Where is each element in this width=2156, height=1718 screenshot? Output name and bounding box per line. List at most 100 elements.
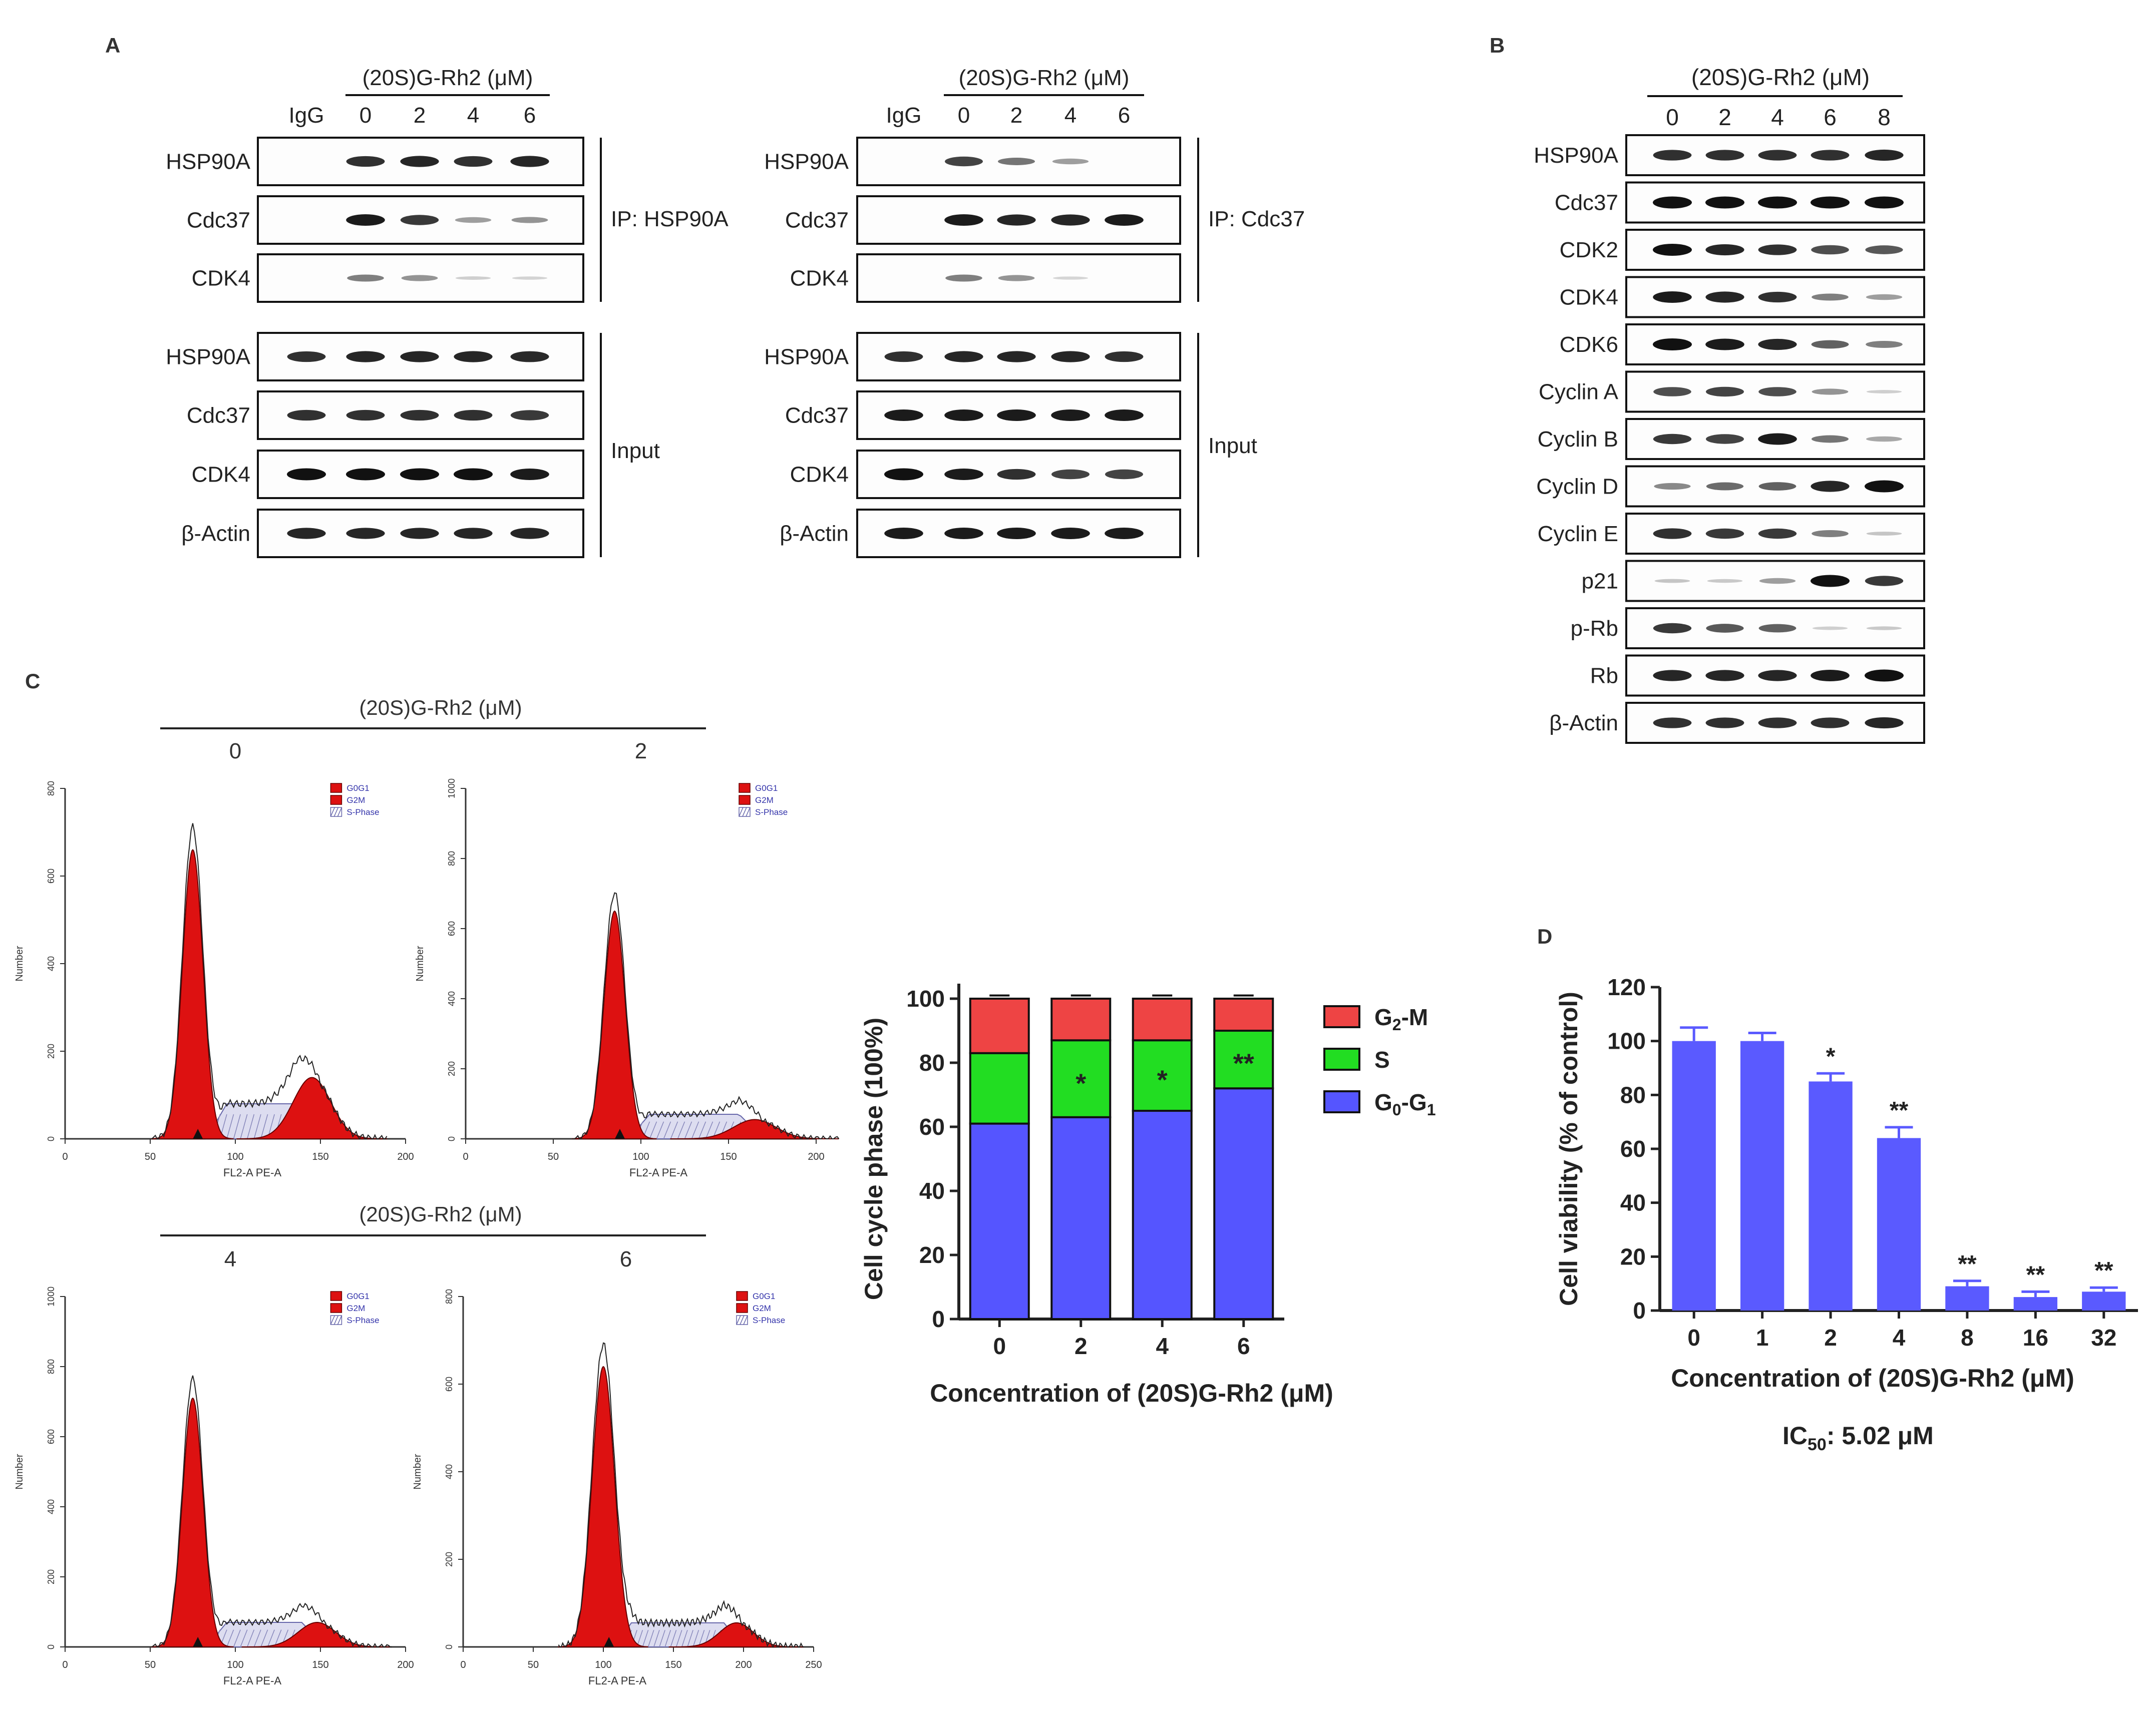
x-tick-label: 4 <box>1156 1333 1169 1359</box>
y-axis-label: Cell viability (% of control) <box>1555 992 1583 1306</box>
band-actin-0 <box>1653 717 1692 728</box>
s-phase-hatch <box>675 1630 682 1647</box>
x-tick-label: 2 <box>1824 1325 1837 1351</box>
legend-text-part: -M <box>1401 1004 1428 1030</box>
lane-label-2: 2 <box>1718 104 1731 130</box>
lane-label-2: 2 <box>414 103 426 128</box>
s-phase-hatch <box>670 1630 677 1647</box>
x-tick-label: 100 <box>227 1659 243 1670</box>
y-tick-label: 600 <box>46 869 56 884</box>
ic50-label: IC50: 5.02 μM <box>1782 1422 1934 1454</box>
y-tick-label: 60 <box>1620 1136 1646 1162</box>
band-cdk4-1 <box>1705 291 1744 303</box>
s-phase-hatch <box>663 1121 671 1139</box>
x-axis-label: FL2-A PE-A <box>223 1674 281 1687</box>
band-cdk4-4 <box>510 468 549 481</box>
band-cdk4-0 <box>1653 291 1692 303</box>
legend-label-s: S <box>1374 1047 1390 1073</box>
band-cdc37-3 <box>454 409 493 421</box>
s-phase-hatch <box>684 1121 692 1139</box>
x-tick-label: 2 <box>1074 1333 1088 1359</box>
band-hsp90a-3 <box>1811 150 1850 161</box>
peak-marker-icon <box>615 1129 625 1139</box>
band-cdk2-2 <box>1758 244 1797 255</box>
s-phase-hatch <box>240 1629 248 1647</box>
bar-8 <box>1945 1286 1989 1311</box>
band-cyclin-e-1 <box>1705 528 1744 539</box>
blot-label-cdc37: Cdc37 <box>187 403 250 428</box>
significance-marker: ** <box>2094 1257 2113 1284</box>
band-cdk4-4 <box>1105 469 1143 480</box>
band-cyclin-e-0 <box>1653 528 1692 539</box>
band-cyclin-b-1 <box>1706 434 1744 444</box>
legend-text-part: S <box>1374 1047 1390 1073</box>
band-cdk4-1 <box>944 468 983 481</box>
y-axis-label: Number <box>412 1454 423 1489</box>
histogram-envelope <box>572 892 840 1140</box>
x-tick-label: 16 <box>2023 1325 2048 1351</box>
legend-hatch <box>742 807 747 817</box>
band-actin-3 <box>1051 527 1090 540</box>
bar-g0-g1-4 <box>1132 1110 1193 1320</box>
s-phase-hatch <box>240 1114 248 1139</box>
x-tick-label: 0 <box>993 1333 1006 1359</box>
band-hsp90a-0 <box>884 351 923 362</box>
s-phase-hatch <box>691 1121 699 1139</box>
y-axis-label: Number <box>14 946 25 981</box>
blot-label-actin: β-Actin <box>1549 711 1618 735</box>
x-tick-label: 32 <box>2091 1325 2116 1351</box>
band-cdk4-3 <box>455 276 491 280</box>
band-p21-4 <box>1865 576 1904 586</box>
lane-label-4: 4 <box>467 103 479 128</box>
legend-hatch <box>330 1315 335 1325</box>
band-cdk4-2 <box>1758 291 1797 303</box>
histogram-envelope <box>151 823 388 1140</box>
legend-hatch <box>337 807 342 817</box>
y-tick-label: 100 <box>1607 1028 1646 1054</box>
band-rb-4 <box>1865 669 1904 682</box>
band-rb-3 <box>1811 669 1850 682</box>
legend-hatch <box>740 1315 745 1325</box>
band-cdk4-3 <box>1052 276 1089 280</box>
y-tick-label: 800 <box>46 1359 56 1374</box>
legend-swatch-g0-g1 <box>1323 1090 1360 1113</box>
band-cdk6-0 <box>1653 338 1692 350</box>
y-tick-label: 80 <box>919 1050 945 1076</box>
histogram-4: 4 0 50 100 150 200 0 200 400 600 800 1000 FL2-A PE-A… <box>14 1247 414 1687</box>
legend-swatch-g2m <box>330 795 342 805</box>
legend-text-part: -G <box>1401 1089 1427 1115</box>
bar-0 <box>1672 1041 1716 1311</box>
legend-swatch-g0g1 <box>739 783 751 793</box>
band-p21-2 <box>1759 578 1796 584</box>
blot-label-cyclin-e: Cyclin E <box>1538 522 1618 546</box>
band-cdc37-2 <box>400 215 439 225</box>
y-tick-label: 0 <box>444 1644 454 1649</box>
blot-label-hsp90a: HSP90A <box>764 345 849 369</box>
band-cdk6-2 <box>1758 338 1797 350</box>
blot-label-hsp90a: HSP90A <box>1534 143 1618 168</box>
band-p21-0 <box>1654 579 1690 583</box>
band-hsp90a-4 <box>1865 149 1904 161</box>
band-cdk4-2 <box>400 468 439 481</box>
blot-box-cdk4 <box>257 253 584 303</box>
histogram-0: 0 0 50 100 150 200 0 200 400 600 800 FL2-A PE-A Numb… <box>14 739 414 1179</box>
band-hsp90a-1 <box>944 351 983 362</box>
blot-label-actin: β-Actin <box>780 522 849 546</box>
legend-hatch <box>743 1315 748 1325</box>
band-cdk4-3 <box>454 468 493 481</box>
band-cyclin-d-1 <box>1706 482 1744 491</box>
y-tick-label: 200 <box>447 1061 457 1076</box>
lane-label-igg: IgG <box>886 103 922 128</box>
band-cdc37-0 <box>287 409 326 421</box>
bar-g2-m-2 <box>1050 998 1112 1042</box>
band-hsp90a-4 <box>510 351 549 362</box>
band-p-rb-1 <box>1706 624 1744 633</box>
y-tick-label: 800 <box>444 1289 454 1304</box>
band-cdc37-2 <box>1758 196 1797 209</box>
s-phase-hatch <box>659 1630 665 1647</box>
legend-swatch-g2-m <box>1323 1005 1360 1028</box>
bar-g2-m-0 <box>969 998 1030 1054</box>
s-phase-hatch <box>653 1630 660 1647</box>
band-cyclin-b-0 <box>1653 434 1692 445</box>
band-rb-0 <box>1653 670 1692 681</box>
